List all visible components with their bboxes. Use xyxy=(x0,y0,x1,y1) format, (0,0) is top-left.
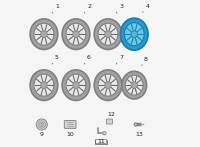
Circle shape xyxy=(103,131,106,135)
Circle shape xyxy=(41,82,47,88)
Circle shape xyxy=(49,85,51,86)
Circle shape xyxy=(77,90,78,92)
Text: 10: 10 xyxy=(66,132,74,137)
Circle shape xyxy=(49,34,51,35)
Circle shape xyxy=(70,30,72,31)
Ellipse shape xyxy=(66,23,86,45)
Circle shape xyxy=(109,90,110,92)
Circle shape xyxy=(105,31,111,37)
Circle shape xyxy=(73,82,79,88)
Circle shape xyxy=(129,81,130,82)
Text: 11: 11 xyxy=(97,139,105,144)
Text: 3: 3 xyxy=(116,4,123,13)
Circle shape xyxy=(140,85,141,86)
Ellipse shape xyxy=(125,75,143,95)
Circle shape xyxy=(38,30,40,31)
Ellipse shape xyxy=(94,70,122,100)
Text: 13: 13 xyxy=(135,132,143,137)
Circle shape xyxy=(45,28,46,29)
Circle shape xyxy=(38,88,40,89)
Circle shape xyxy=(45,79,46,80)
Circle shape xyxy=(38,37,40,38)
Circle shape xyxy=(136,39,137,41)
Circle shape xyxy=(105,82,111,88)
FancyBboxPatch shape xyxy=(64,121,76,128)
Circle shape xyxy=(102,30,104,31)
Ellipse shape xyxy=(66,74,86,96)
Ellipse shape xyxy=(120,18,148,50)
Ellipse shape xyxy=(34,74,54,96)
Circle shape xyxy=(70,37,72,38)
Circle shape xyxy=(140,34,141,35)
Ellipse shape xyxy=(30,19,58,50)
Ellipse shape xyxy=(98,74,118,96)
Circle shape xyxy=(136,28,137,29)
Circle shape xyxy=(109,39,110,41)
Circle shape xyxy=(114,34,115,35)
Text: 1: 1 xyxy=(52,4,59,13)
Circle shape xyxy=(129,30,130,31)
Text: 12: 12 xyxy=(107,112,115,117)
Circle shape xyxy=(136,90,137,92)
Ellipse shape xyxy=(94,19,122,50)
Ellipse shape xyxy=(124,23,144,46)
Circle shape xyxy=(38,81,40,82)
Circle shape xyxy=(102,81,104,82)
Circle shape xyxy=(129,37,130,38)
Text: 2: 2 xyxy=(84,4,91,13)
Circle shape xyxy=(73,31,79,37)
Circle shape xyxy=(45,90,46,92)
Circle shape xyxy=(70,81,72,82)
Circle shape xyxy=(70,88,72,89)
Ellipse shape xyxy=(98,23,118,45)
Circle shape xyxy=(45,39,46,41)
Ellipse shape xyxy=(30,70,58,100)
Circle shape xyxy=(109,28,110,29)
Ellipse shape xyxy=(62,70,90,100)
FancyBboxPatch shape xyxy=(106,119,113,124)
Text: 6: 6 xyxy=(84,55,91,64)
Ellipse shape xyxy=(122,71,147,99)
Circle shape xyxy=(129,88,130,89)
Circle shape xyxy=(41,31,47,37)
Circle shape xyxy=(82,85,83,86)
Circle shape xyxy=(102,37,104,38)
Circle shape xyxy=(36,119,47,130)
Circle shape xyxy=(109,79,110,80)
Circle shape xyxy=(136,79,137,80)
Ellipse shape xyxy=(34,23,54,45)
Circle shape xyxy=(77,39,78,41)
Text: 8: 8 xyxy=(142,57,148,66)
Circle shape xyxy=(131,82,137,88)
Circle shape xyxy=(77,79,78,80)
Circle shape xyxy=(114,85,115,86)
Circle shape xyxy=(77,28,78,29)
Text: 5: 5 xyxy=(52,55,59,64)
Circle shape xyxy=(131,31,137,37)
Polygon shape xyxy=(134,123,137,126)
Text: 4: 4 xyxy=(143,4,149,12)
Circle shape xyxy=(102,88,104,89)
Text: 7: 7 xyxy=(116,55,123,64)
Text: 9: 9 xyxy=(40,132,44,137)
Ellipse shape xyxy=(62,19,90,50)
Circle shape xyxy=(82,34,83,35)
